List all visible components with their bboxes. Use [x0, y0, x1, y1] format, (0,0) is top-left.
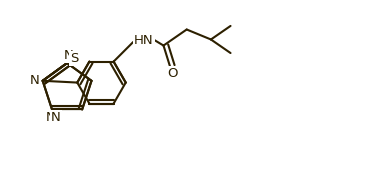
- Text: N: N: [64, 49, 74, 62]
- Text: HN: HN: [134, 34, 154, 47]
- Text: S: S: [70, 52, 78, 65]
- Text: N: N: [51, 111, 60, 124]
- Text: N: N: [46, 111, 55, 124]
- Text: O: O: [167, 67, 177, 80]
- Text: N: N: [30, 74, 40, 87]
